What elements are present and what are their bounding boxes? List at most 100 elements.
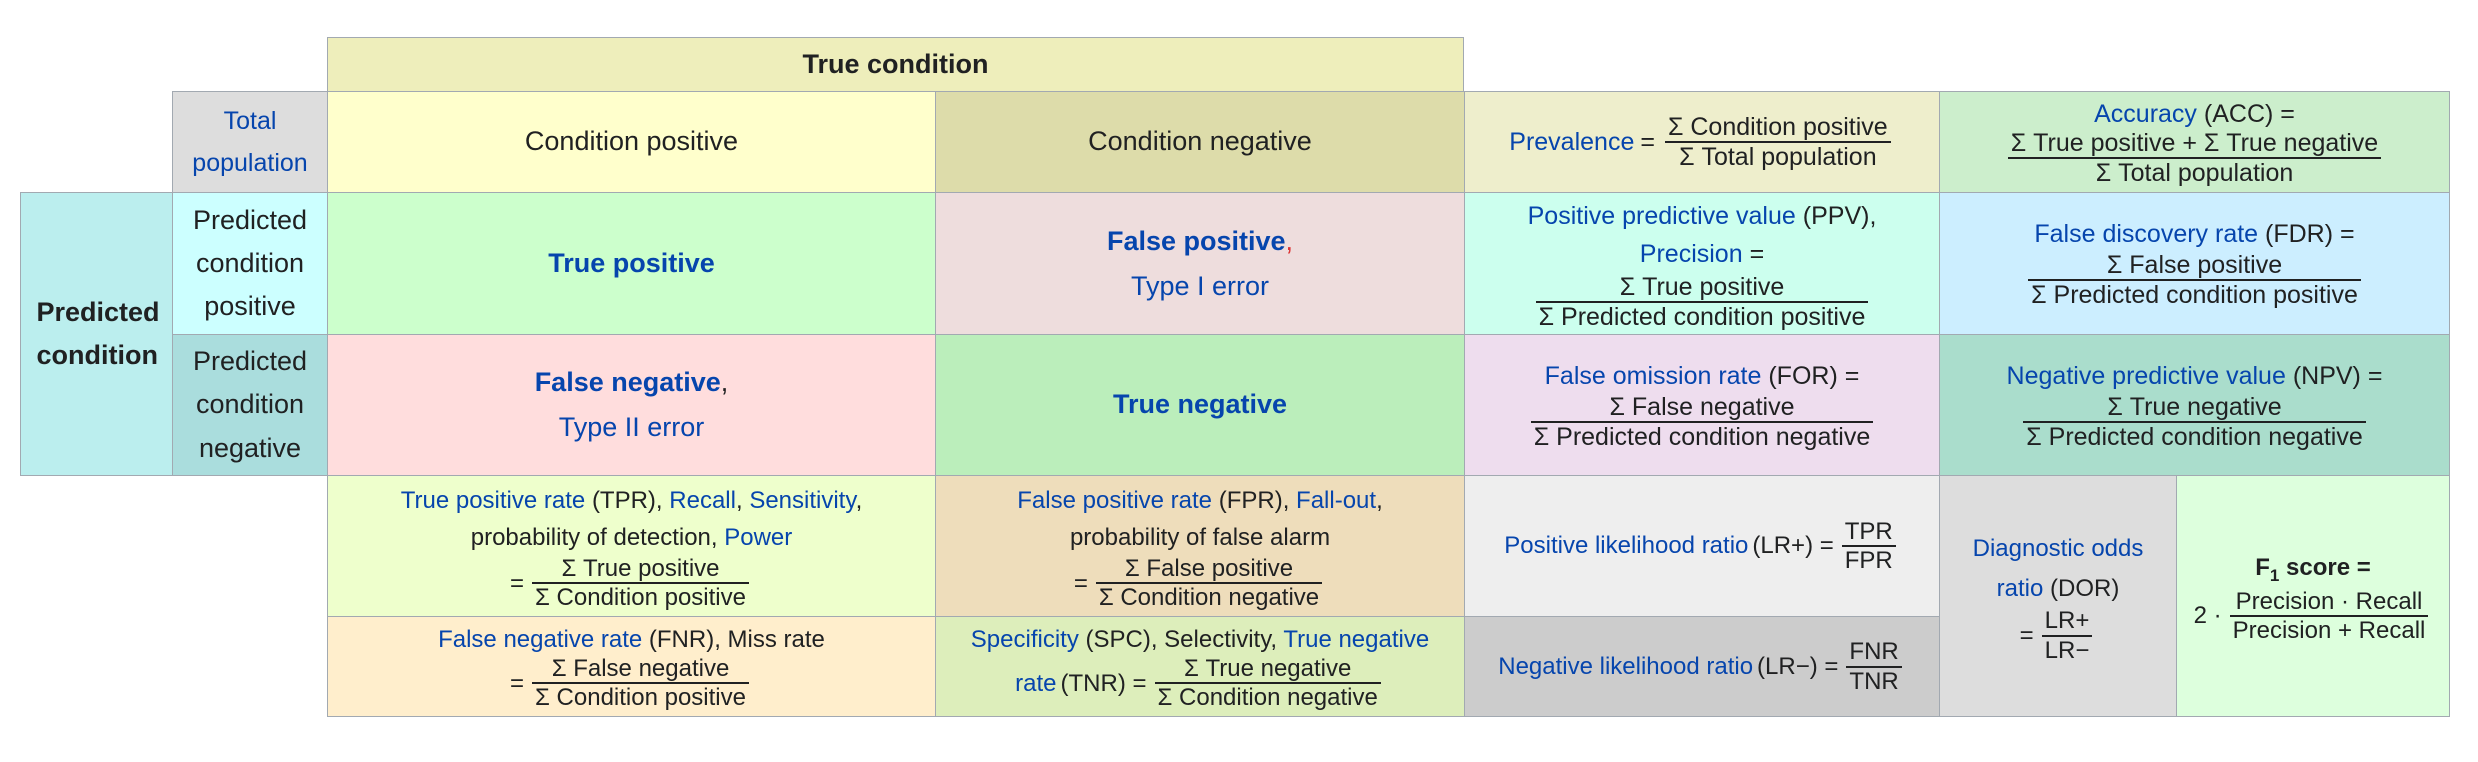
tnr-link-2[interactable]: rate bbox=[1015, 669, 1057, 697]
tpr-comma-1: , bbox=[735, 486, 743, 514]
tnr-numerator: Σ True negative bbox=[1154, 656, 1381, 685]
specificity-link[interactable]: Specificity bbox=[970, 625, 1079, 653]
condition-positive-label: Condition positive bbox=[524, 126, 739, 157]
specificity-abbr: (SPC), Selectivity, bbox=[1085, 625, 1278, 653]
accuracy-link[interactable]: Accuracy bbox=[2094, 99, 2197, 128]
specificity-cell: Specificity (SPC), Selectivity, True neg… bbox=[935, 616, 1465, 717]
fnr-abbr: (FNR), Miss rate bbox=[648, 625, 825, 653]
ppv-numerator: Σ True positive bbox=[1535, 274, 1869, 304]
sensitivity-link[interactable]: Sensitivity bbox=[749, 486, 856, 514]
f1-label: F bbox=[2255, 554, 2270, 582]
ppv-fraction: Σ True positive Σ Predicted condition po… bbox=[1535, 274, 1869, 332]
fnr-fraction: Σ False negative Σ Condition positive bbox=[532, 656, 749, 710]
true-condition-header: True condition bbox=[327, 37, 1464, 92]
npv-link[interactable]: Negative predictive value bbox=[2006, 361, 2286, 390]
fpr-fraction: Σ False positive Σ Condition negative bbox=[1095, 556, 1323, 612]
fdr-denominator: Σ Predicted condition positive bbox=[2031, 281, 2358, 310]
total-population-link[interactable]: Total population bbox=[192, 106, 308, 178]
f1-label-2: score = bbox=[2286, 554, 2371, 582]
type-2-error-link[interactable]: Type II error bbox=[558, 412, 705, 442]
lr-positive-cell: Positive likelihood ratio (LR+) = TPR FP… bbox=[1464, 475, 1940, 617]
for-numerator: Σ False negative bbox=[1530, 393, 1874, 423]
predicted-condition-label: Predicted condition bbox=[36, 296, 160, 370]
tnr-fraction: Σ True negative Σ Condition negative bbox=[1154, 656, 1381, 712]
tpr-comma-2: , bbox=[855, 486, 863, 514]
false-negative-link[interactable]: False negative bbox=[534, 367, 721, 398]
fdr-cell: False discovery rate (FDR) = Σ False pos… bbox=[1939, 192, 2450, 335]
dor-link-2[interactable]: ratio bbox=[1996, 574, 2044, 602]
fdr-numerator: Σ False positive bbox=[2028, 252, 2361, 282]
true-positive-link[interactable]: True positive bbox=[548, 247, 715, 278]
tnr-abbr: (TNR) = bbox=[1060, 669, 1147, 697]
f1-score-cell: F1 score = 2 · Precision · Recall Precis… bbox=[2176, 475, 2450, 717]
ppv-link[interactable]: Positive predictive value bbox=[1527, 201, 1796, 230]
lr-positive-link[interactable]: Positive likelihood ratio bbox=[1504, 532, 1749, 560]
precision-link[interactable]: Precision bbox=[1639, 240, 1743, 269]
fall-out-link[interactable]: Fall-out bbox=[1296, 486, 1377, 514]
predicted-negative-label: Predicted condition negative bbox=[192, 346, 308, 463]
lr-positive-abbr: (LR+) = bbox=[1752, 532, 1834, 560]
lr-positive-denominator: FPR bbox=[1844, 547, 1893, 574]
dor-equals: = bbox=[2019, 621, 2034, 649]
tpr-equals: = bbox=[510, 569, 525, 597]
dor-abbr: (DOR) bbox=[2050, 574, 2120, 602]
accuracy-denominator: Σ Total population bbox=[2095, 159, 2294, 188]
lr-negative-abbr: (LR−) = bbox=[1757, 652, 1839, 680]
lr-negative-link[interactable]: Negative likelihood ratio bbox=[1498, 652, 1754, 680]
condition-negative-label: Condition negative bbox=[1088, 126, 1312, 157]
fpr-comma: , bbox=[1376, 486, 1383, 514]
tnr-link-1[interactable]: True negative bbox=[1283, 625, 1430, 653]
tpr-fraction: Σ True positive Σ Condition positive bbox=[532, 556, 749, 610]
f1-fraction: Precision · Recall Precision + Recall bbox=[2229, 589, 2429, 644]
fpr-numerator: Σ False positive bbox=[1095, 556, 1323, 585]
ppv-abbr: (PPV), bbox=[1802, 201, 1877, 230]
true-condition-label: True condition bbox=[802, 48, 989, 79]
fpr-abbr: (FPR), bbox=[1218, 486, 1290, 514]
false-negative-cell: False negative, Type II error bbox=[327, 334, 936, 476]
fnr-equals: = bbox=[510, 669, 525, 697]
predicted-condition-header: Predicted condition bbox=[20, 192, 173, 476]
fpr-link[interactable]: False positive rate bbox=[1017, 486, 1213, 514]
dor-link-1[interactable]: Diagnostic odds bbox=[1972, 535, 2144, 563]
true-negative-link[interactable]: True negative bbox=[1112, 389, 1288, 420]
tpr-cell: True positive rate (TPR), Recall, Sensit… bbox=[327, 475, 936, 617]
ppv-denominator: Σ Predicted condition positive bbox=[1538, 303, 1866, 332]
power-link[interactable]: Power bbox=[724, 523, 793, 551]
prevalence-equals: = bbox=[1640, 127, 1655, 156]
prevalence-link[interactable]: Prevalence bbox=[1509, 127, 1635, 156]
fdr-abbr: (FDR) = bbox=[2265, 220, 2355, 249]
tnr-denominator: Σ Condition negative bbox=[1157, 684, 1378, 712]
npv-cell: Negative predictive value (NPV) = Σ True… bbox=[1939, 334, 2450, 476]
type-1-error-link[interactable]: Type I error bbox=[1130, 270, 1270, 301]
condition-positive-header: Condition positive bbox=[327, 91, 936, 193]
recall-link[interactable]: Recall bbox=[669, 486, 736, 514]
for-fraction: Σ False negative Σ Predicted condition n… bbox=[1530, 393, 1874, 451]
npv-fraction: Σ True negative Σ Predicted condition ne… bbox=[2023, 393, 2366, 451]
for-denominator: Σ Predicted condition negative bbox=[1533, 422, 1871, 451]
fpr-denominator: Σ Condition negative bbox=[1098, 584, 1320, 612]
false-positive-cell: False positive, Type I error bbox=[935, 192, 1465, 335]
prevalence-numerator: Σ Condition positive bbox=[1664, 114, 1891, 143]
fpr-cell: False positive rate (FPR), Fall-out, pro… bbox=[935, 475, 1465, 617]
total-population-cell: Total population bbox=[172, 91, 328, 193]
fnr-link[interactable]: False negative rate bbox=[438, 625, 643, 653]
f1-prefix: 2 · bbox=[2193, 601, 2222, 629]
tpr-denominator: Σ Condition positive bbox=[535, 584, 746, 612]
ppv-cell: Positive predictive value (PPV), Precisi… bbox=[1464, 192, 1940, 335]
false-positive-link[interactable]: False positive bbox=[1106, 225, 1286, 256]
tpr-numerator: Σ True positive bbox=[532, 556, 749, 585]
tpr-link[interactable]: True positive rate bbox=[400, 486, 586, 514]
for-cell: False omission rate (FOR) = Σ False nega… bbox=[1464, 334, 1940, 476]
tpr-abbr: (TPR), bbox=[591, 486, 663, 514]
true-negative-cell: True negative bbox=[935, 334, 1465, 476]
fnr-cell: False negative rate (FNR), Miss rate = Σ… bbox=[327, 616, 936, 717]
accuracy-numerator: Σ True positive + Σ True negative bbox=[2007, 130, 2382, 160]
accuracy-abbr: (ACC) = bbox=[2203, 99, 2295, 128]
npv-denominator: Σ Predicted condition negative bbox=[2026, 422, 2363, 451]
for-link[interactable]: False omission rate bbox=[1544, 361, 1762, 390]
f1-subscript: 1 bbox=[2269, 566, 2280, 586]
true-positive-cell: True positive bbox=[327, 192, 936, 335]
fdr-link[interactable]: False discovery rate bbox=[2034, 220, 2259, 249]
prevalence-denominator: Σ Total population bbox=[1679, 143, 1877, 171]
lr-negative-cell: Negative likelihood ratio (LR−) = FNR TN… bbox=[1464, 616, 1940, 717]
